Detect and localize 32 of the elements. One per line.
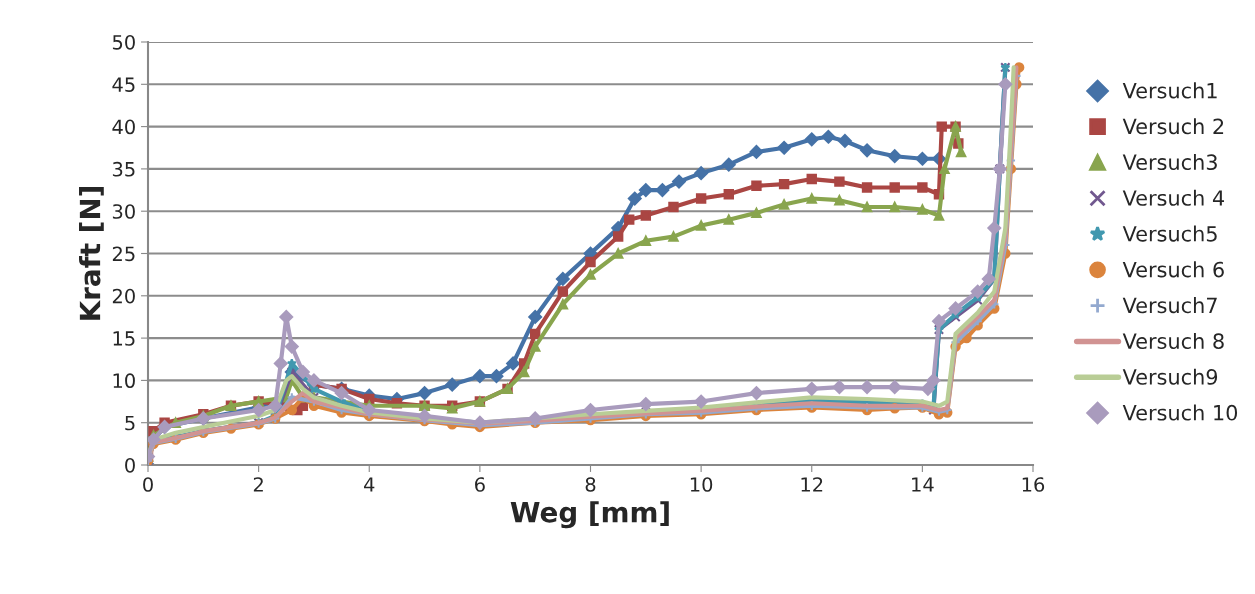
y-tick-label: 40 bbox=[112, 119, 135, 135]
legend-label: Versuch 10 bbox=[1122, 404, 1238, 421]
x-tick-label: 8 bbox=[585, 477, 596, 492]
y-tick-label: 20 bbox=[112, 288, 135, 304]
x-tick-label: 10 bbox=[690, 477, 713, 492]
x-tick-label: 2 bbox=[253, 477, 263, 492]
y-tick-label: 25 bbox=[112, 246, 135, 262]
x-tick-label: 6 bbox=[475, 477, 485, 492]
x-axis-title: Weg [mm] bbox=[510, 501, 669, 529]
legend-label: Versuch 2 bbox=[1122, 118, 1224, 135]
legend-label: Versuch7 bbox=[1122, 297, 1217, 314]
y-tick-label: 45 bbox=[112, 77, 135, 92]
y-tick-label: 30 bbox=[112, 204, 135, 219]
x-tick-label: 4 bbox=[364, 477, 375, 492]
legend-label: Versuch 6 bbox=[1122, 261, 1224, 278]
legend-label: Versuch 8 bbox=[1122, 332, 1224, 350]
legend-label: Versuch5 bbox=[1122, 225, 1217, 242]
y-tick-label: 10 bbox=[113, 373, 135, 389]
x-tick-label: 0 bbox=[143, 477, 153, 492]
x-tick-label: 14 bbox=[912, 477, 934, 492]
legend-label: Versuch3 bbox=[1122, 153, 1217, 171]
y-tick-label: 0 bbox=[125, 457, 135, 473]
y-tick-label: 50 bbox=[112, 34, 135, 50]
y-tick-label: 15 bbox=[113, 331, 135, 346]
y-tick-label: 5 bbox=[125, 415, 135, 431]
x-tick-label: 16 bbox=[1022, 477, 1045, 492]
legend-label: Versuch1 bbox=[1122, 82, 1217, 99]
y-axis-title: Kraft [N] bbox=[79, 187, 104, 320]
legend-label: Versuch 4 bbox=[1122, 189, 1225, 206]
legend-label: Versuch9 bbox=[1122, 368, 1218, 385]
x-tick-label: 12 bbox=[801, 477, 823, 492]
y-tick-label: 35 bbox=[112, 161, 135, 177]
